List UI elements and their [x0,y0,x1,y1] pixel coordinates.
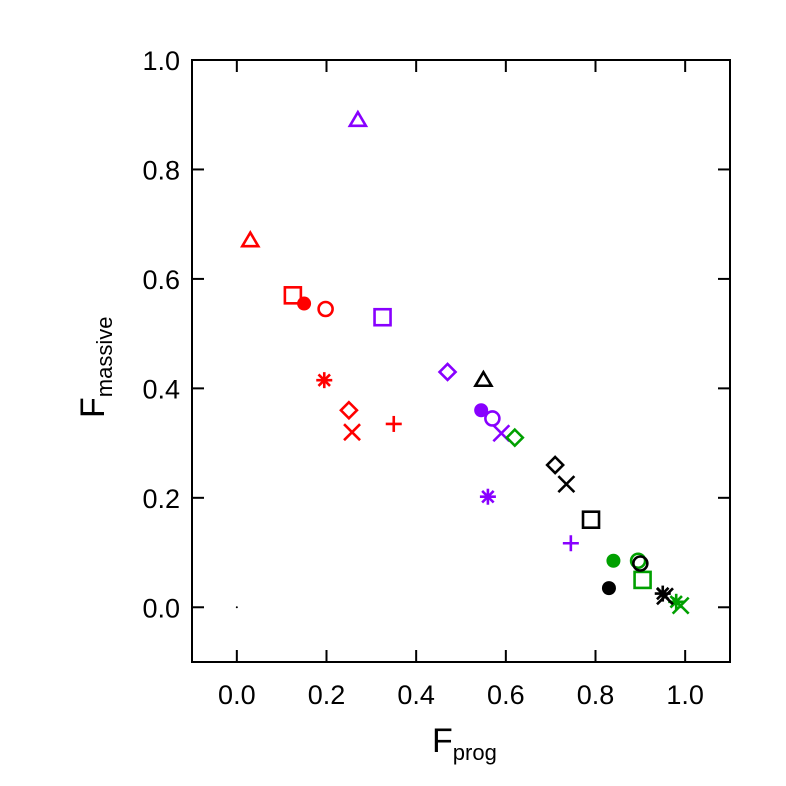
data-point-black-filled-circle [601,581,616,596]
y-tick-label: 0.0 [142,593,180,623]
data-point-purple-diamond [437,362,458,382]
data-point-red-diamond [339,400,359,421]
y-axis-title-sub: massive [92,317,117,398]
x-tick-label: 0.0 [218,680,256,710]
x-tick-label: 1.0 [666,680,704,710]
x-tick-label: 0.2 [308,680,346,710]
data-point-green-circle [629,552,647,570]
data-point-purple-triangle [347,109,369,128]
data-point-purple-square [373,307,392,327]
data-point-red-asterisk [316,372,333,389]
data-point-red-plus [385,415,402,432]
x-axis-tick-labels: 0.0 0.2 0.4 0.6 0.8 1.0 [218,680,704,710]
data-point-black-triangle [473,369,494,388]
x-axis-ticks [235,60,687,662]
data-point-green-x [671,596,690,615]
data-point-red-x [343,423,361,442]
data-point-black-dot [235,606,238,609]
y-axis-tick-labels: 0.0 0.2 0.4 0.6 0.8 1.0 [142,46,180,623]
y-axis-title: Fmassive [74,317,117,418]
data-point-purple-asterisk [479,488,496,505]
data-point-purple-filled-circle [474,403,489,418]
x-tick-label: 0.8 [577,680,615,710]
y-tick-label: 0.6 [142,265,180,295]
y-tick-label: 0.2 [142,484,180,514]
data-point-red-square [283,286,303,305]
y-tick-label: 0.8 [142,155,180,185]
data-points [235,109,690,615]
y-axis-ticks [192,59,730,609]
data-point-green-diamond [504,427,525,448]
x-axis-title-main: F [432,722,453,760]
data-point-green-filled-circle [606,553,621,568]
data-point-purple-circle [484,410,501,427]
data-point-black-diamond [545,455,565,475]
data-point-red-filled-circle [297,296,312,311]
x-tick-label: 0.4 [397,680,435,710]
data-point-black-x [557,475,576,494]
y-tick-label: 1.0 [142,46,180,76]
x-tick-label: 0.6 [487,680,525,710]
x-axis-title: Fprog [432,722,497,765]
y-tick-label: 0.4 [142,374,180,404]
y-axis-title-main: F [74,397,112,418]
data-point-black-x [656,587,674,606]
plot-frame [191,59,731,663]
data-point-red-circle [317,300,334,318]
data-point-red-triangle [240,230,261,248]
x-axis-title-sub: prog [453,740,497,765]
data-point-green-square [633,570,652,590]
data-point-black-circle [632,555,649,572]
data-point-purple-plus [562,535,579,552]
data-point-black-square [581,510,601,530]
